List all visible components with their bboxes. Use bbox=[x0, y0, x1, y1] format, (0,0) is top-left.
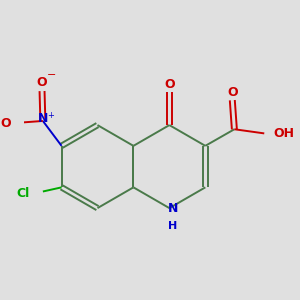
Text: +: + bbox=[47, 112, 54, 121]
Text: O: O bbox=[36, 76, 46, 89]
Text: O: O bbox=[164, 78, 175, 91]
Text: H: H bbox=[168, 220, 177, 230]
Text: N: N bbox=[38, 112, 48, 125]
Text: O: O bbox=[0, 116, 11, 130]
Text: Cl: Cl bbox=[16, 187, 30, 200]
Text: N: N bbox=[167, 202, 178, 214]
Text: OH: OH bbox=[273, 127, 294, 140]
Text: −: − bbox=[46, 70, 56, 80]
Text: O: O bbox=[227, 86, 238, 99]
